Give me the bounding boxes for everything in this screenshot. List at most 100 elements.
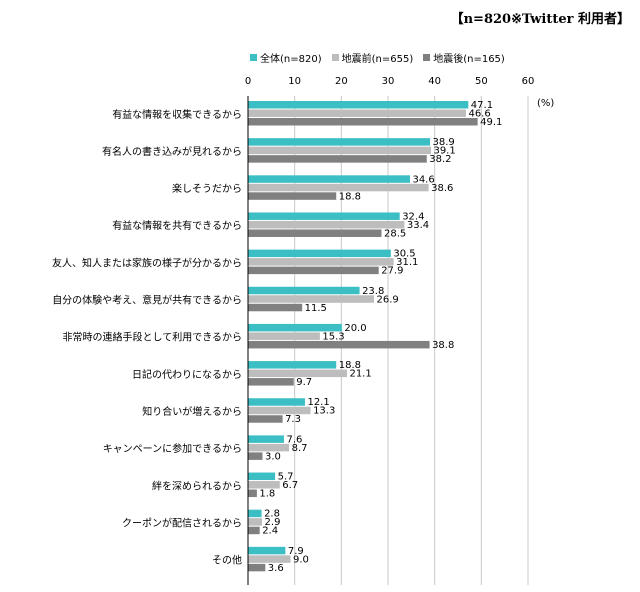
data-label: 8.7 bbox=[292, 443, 308, 454]
bar bbox=[248, 452, 263, 460]
bar bbox=[248, 146, 431, 155]
category-label: クーポンが配信されるから bbox=[122, 516, 242, 529]
legend: 全体(n=820) 地震前(n=655) 地震後(n=165) bbox=[250, 50, 505, 65]
data-label: 2.8 bbox=[264, 509, 280, 520]
bar bbox=[248, 220, 405, 229]
bar bbox=[248, 415, 283, 423]
data-label: 1.8 bbox=[259, 489, 275, 500]
data-label: 38.6 bbox=[431, 183, 453, 194]
data-label: 7.3 bbox=[285, 414, 301, 425]
bar bbox=[248, 212, 400, 220]
data-label: 46.6 bbox=[468, 109, 490, 120]
data-label: 49.1 bbox=[480, 117, 502, 128]
data-label: 30.5 bbox=[393, 249, 415, 260]
bar bbox=[248, 489, 257, 498]
bar bbox=[248, 295, 375, 303]
category-label: 楽しそうだから bbox=[172, 182, 242, 195]
bar bbox=[248, 332, 320, 340]
legend-swatch-before bbox=[331, 54, 339, 61]
unit-label: (%) bbox=[537, 98, 555, 109]
data-label: 28.5 bbox=[384, 228, 406, 239]
data-label: 32.4 bbox=[402, 211, 424, 222]
data-label: 2.9 bbox=[265, 517, 281, 528]
x-tick-label: 0 bbox=[245, 76, 251, 87]
data-label: 9.7 bbox=[296, 377, 312, 388]
category-label: 絆を深められるから bbox=[152, 479, 242, 492]
bar bbox=[248, 183, 429, 192]
data-label: 34.6 bbox=[412, 174, 434, 185]
bar bbox=[248, 286, 360, 295]
category-label: 知り合いが増えるから bbox=[142, 405, 242, 418]
x-tick-label: 50 bbox=[475, 76, 488, 87]
category-label: 日記の代わりになるから bbox=[132, 368, 242, 381]
bar bbox=[248, 192, 337, 200]
data-label: 13.3 bbox=[313, 406, 335, 417]
bar bbox=[248, 229, 382, 237]
data-label: 18.8 bbox=[339, 191, 361, 202]
category-label: 友人、知人または家族の様子が分かるから bbox=[52, 256, 242, 269]
data-label: 31.1 bbox=[396, 257, 418, 268]
data-label: 26.9 bbox=[377, 294, 399, 305]
bar bbox=[248, 472, 276, 481]
data-label: 11.5 bbox=[305, 303, 327, 314]
legend-label-before: 地震前(n=655) bbox=[341, 54, 414, 65]
data-label: 33.4 bbox=[407, 220, 429, 231]
bar bbox=[248, 109, 466, 117]
bar bbox=[248, 361, 337, 369]
data-label: 23.8 bbox=[362, 286, 384, 297]
bar bbox=[248, 323, 342, 332]
bar bbox=[248, 378, 294, 386]
data-label: 38.2 bbox=[429, 154, 451, 165]
legend-swatch-overall bbox=[250, 54, 257, 61]
x-tick-label: 60 bbox=[522, 76, 535, 87]
bar bbox=[248, 518, 263, 526]
bar bbox=[248, 258, 394, 266]
data-label: 7.6 bbox=[286, 434, 302, 445]
data-label: 9.0 bbox=[293, 554, 309, 565]
data-label: 3.6 bbox=[268, 563, 284, 574]
data-label: 27.9 bbox=[381, 266, 403, 277]
data-label: 7.9 bbox=[288, 546, 304, 557]
bar bbox=[248, 435, 284, 443]
bar bbox=[248, 563, 266, 572]
legend-item-after: 地震後(n=165) bbox=[423, 50, 505, 65]
legend-swatch-after bbox=[423, 54, 431, 61]
bar bbox=[248, 481, 280, 489]
data-label: 6.7 bbox=[282, 480, 298, 491]
bar bbox=[248, 175, 410, 183]
bar bbox=[248, 155, 427, 163]
category-label: その他 bbox=[212, 554, 242, 567]
category-label: 有名人の書き込みが見れるから bbox=[102, 145, 242, 158]
category-label: 有益な情報を収集できるから bbox=[112, 108, 242, 121]
data-label: 39.1 bbox=[433, 146, 455, 157]
bar bbox=[248, 369, 347, 378]
bar bbox=[248, 118, 478, 126]
bar bbox=[248, 406, 311, 415]
category-label: 有益な情報を共有できるから bbox=[112, 219, 242, 232]
legend-label-overall: 全体(n=820) bbox=[260, 54, 322, 65]
bar bbox=[248, 546, 286, 555]
data-label: 21.1 bbox=[349, 369, 371, 380]
bar bbox=[248, 249, 391, 258]
bar bbox=[248, 138, 431, 146]
x-tick-label: 10 bbox=[288, 76, 301, 87]
data-label: 5.7 bbox=[278, 472, 294, 483]
sample-note: 【n=820※Twitter 利用者】 bbox=[450, 12, 630, 27]
data-label: 38.8 bbox=[432, 340, 454, 351]
bar bbox=[248, 266, 379, 275]
x-tick-label: 20 bbox=[335, 76, 348, 87]
bar bbox=[248, 509, 262, 518]
data-label: 38.9 bbox=[433, 137, 455, 148]
data-label: 15.3 bbox=[322, 331, 344, 342]
bar bbox=[248, 303, 303, 312]
bar bbox=[248, 555, 291, 563]
data-label: 47.1 bbox=[471, 100, 493, 111]
bar bbox=[248, 101, 469, 109]
legend-item-before: 地震前(n=655) bbox=[331, 50, 414, 65]
bar bbox=[248, 526, 260, 535]
category-label: 自分の体験や考え、意見が共有できるから bbox=[52, 294, 242, 307]
bar bbox=[248, 340, 430, 349]
data-label: 12.1 bbox=[307, 397, 329, 408]
data-label: 18.8 bbox=[339, 360, 361, 371]
